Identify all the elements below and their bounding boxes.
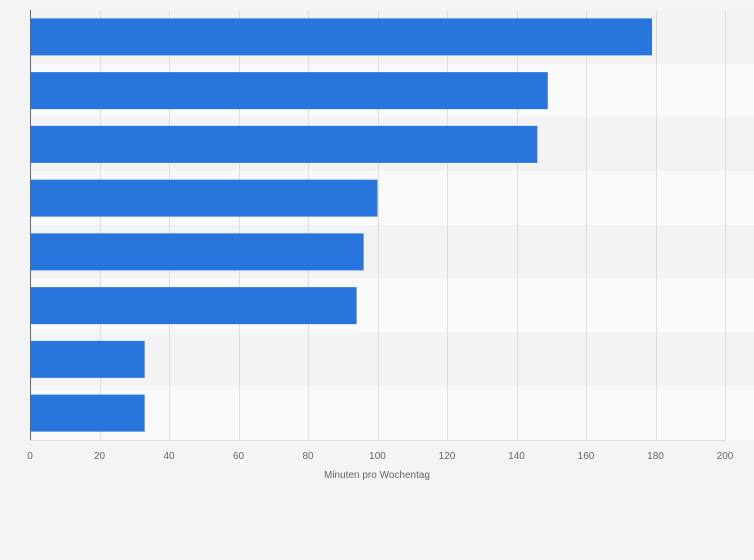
x-tick-label: 120: [439, 451, 456, 462]
x-tick-label: 60: [233, 451, 245, 462]
x-tick-labels: 0 20 40 60 80 100 120 140 160 180 200: [27, 451, 734, 462]
x-tick-label: 20: [94, 451, 106, 462]
x-tick-label: 100: [369, 451, 386, 462]
axes: [30, 10, 725, 441]
x-tick-label: 0: [27, 451, 33, 462]
x-tick-label: 200: [717, 451, 734, 462]
bars: [30, 18, 653, 432]
x-tick-label: 180: [647, 451, 664, 462]
x-tick-label: 160: [578, 451, 595, 462]
bar[interactable]: [30, 18, 653, 56]
x-axis-title: Minuten pro Wochentag: [324, 470, 430, 481]
x-tick-label: 140: [508, 451, 525, 462]
x-tick-label: 80: [302, 451, 314, 462]
bar[interactable]: [30, 394, 145, 432]
bar[interactable]: [30, 233, 364, 271]
bar[interactable]: [30, 179, 378, 217]
row-band: [30, 332, 754, 387]
bar[interactable]: [30, 72, 548, 110]
bar[interactable]: [30, 287, 357, 325]
x-tick-label: 40: [163, 451, 175, 462]
bar[interactable]: [30, 125, 538, 163]
row-band: [30, 386, 754, 440]
bar[interactable]: [30, 340, 145, 378]
